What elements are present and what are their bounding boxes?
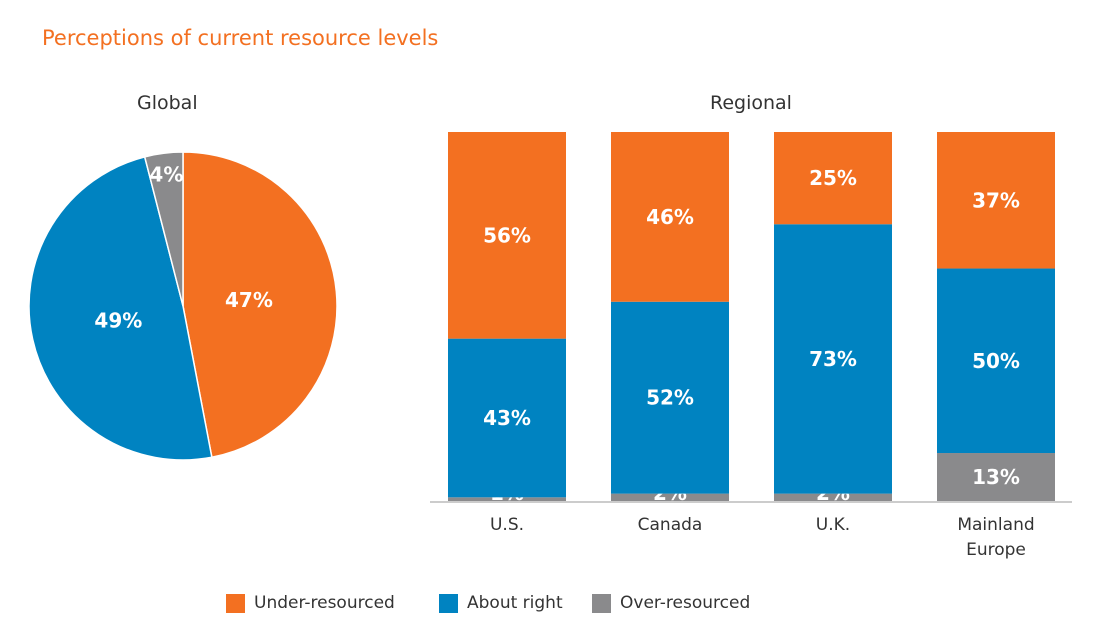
bar-segment [937, 132, 1055, 269]
legend-swatch-over [592, 593, 611, 613]
bar-label: 73% [809, 347, 857, 371]
page-title: Perceptions of current resource levels [42, 26, 439, 50]
bar-segment [774, 493, 892, 501]
pie-label: 49% [94, 308, 142, 332]
bar-label: 56% [483, 223, 531, 247]
bar-title: Regional [710, 92, 792, 114]
legend-under: Under-resourced [226, 593, 395, 613]
pie-label: 4% [149, 163, 183, 187]
x-tick-label: Mainland [957, 515, 1034, 535]
legend-label: Over-resourced [620, 593, 751, 613]
bar-segment [611, 132, 729, 302]
legend-over: Over-resourced [592, 593, 750, 613]
x-tick-label: Europe [966, 540, 1026, 560]
legend-swatch-under [226, 593, 245, 613]
legend-about: About right [439, 593, 563, 613]
bar-label: 37% [972, 188, 1020, 212]
bar-label: 13% [972, 465, 1020, 489]
bar-label: 43% [483, 406, 531, 430]
x-tick-label: U.S. [490, 515, 524, 535]
bar-segment [611, 493, 729, 501]
legend-label: About right [467, 593, 563, 613]
pie-slice [182, 151, 338, 459]
pie-label: 47% [225, 288, 273, 312]
bar-segment [774, 132, 892, 225]
bar-segment [937, 453, 1055, 501]
bar-segment [611, 301, 729, 494]
x-tick-label: U.K. [816, 515, 850, 535]
pie-title: Global [137, 92, 198, 114]
legend-swatch-about [439, 593, 458, 613]
x-tick-label: Canada [638, 515, 703, 535]
pie-slice [28, 155, 213, 461]
bar-label: 25% [809, 166, 857, 190]
bar-segment [448, 132, 566, 339]
bar-segment [937, 268, 1055, 454]
legend-label: Under-resourced [254, 593, 395, 613]
bar-segment [774, 224, 892, 494]
bar-label: 46% [646, 205, 694, 229]
bar-label: 52% [646, 386, 694, 410]
bar-segment [448, 338, 566, 498]
pie-slice [143, 151, 184, 307]
bar-segment [448, 497, 566, 501]
bar-label: 50% [972, 349, 1020, 373]
